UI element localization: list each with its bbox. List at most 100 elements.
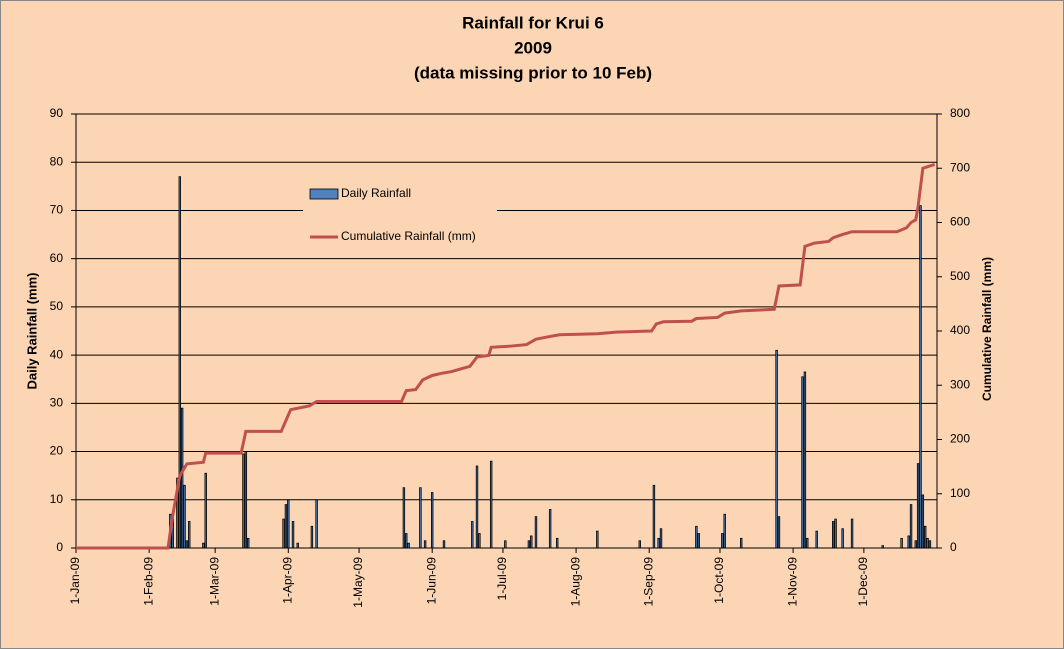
x-tick-label: 1-Jan-09: [68, 557, 82, 605]
bar: [841, 528, 844, 549]
bar: [204, 472, 207, 549]
chart-title: 2009: [514, 38, 552, 57]
bar: [534, 516, 538, 549]
bar: [180, 407, 184, 549]
x-tick-label: 1-May-09: [351, 557, 365, 608]
y2-tick-label: 700: [950, 160, 970, 174]
bar: [556, 537, 559, 549]
x-tick-label: 1-Dec-09: [856, 557, 870, 607]
bar: [202, 542, 205, 549]
bar: [926, 537, 929, 549]
bar: [185, 540, 189, 549]
legend-label: Cumulative Rainfall (mm): [341, 229, 476, 243]
bar: [832, 521, 835, 549]
y-tick-label: 20: [50, 444, 64, 458]
y-tick-label: 0: [56, 540, 63, 554]
bar: [178, 176, 181, 549]
bar: [834, 518, 837, 549]
y-axis-title: Daily Rainfall (mm): [24, 272, 39, 389]
legend-swatch: [309, 188, 339, 200]
x-tick-label: 1-Feb-09: [141, 557, 155, 606]
bar: [176, 477, 179, 549]
y2-tick-label: 300: [950, 377, 970, 391]
y-tick-label: 50: [50, 299, 64, 313]
bar: [921, 494, 925, 549]
y-tick-label: 70: [50, 203, 64, 217]
bar: [287, 499, 290, 549]
bar: [695, 525, 698, 549]
y2-tick-label: 400: [950, 323, 970, 337]
x-tick-label: 1-Jul-09: [495, 557, 509, 601]
bar: [638, 540, 641, 549]
bar: [723, 513, 726, 549]
bar: [919, 205, 922, 549]
bar: [659, 528, 663, 549]
bar: [850, 518, 854, 549]
bar: [721, 533, 724, 549]
bar: [914, 540, 917, 549]
bar: [697, 533, 700, 549]
bar: [407, 542, 410, 549]
chart-title: (data missing prior to 10 Feb): [414, 63, 652, 82]
bar: [548, 509, 552, 549]
bar: [296, 542, 299, 549]
cumulative-line: [76, 163, 936, 550]
bar: [881, 545, 884, 549]
bar: [430, 492, 434, 549]
y2-tick-label: 100: [950, 486, 970, 500]
y-tick-label: 40: [50, 347, 64, 361]
chart-title: Rainfall for Krui 6: [462, 13, 604, 32]
bar: [188, 521, 191, 549]
bar: [442, 540, 446, 549]
bar: [924, 525, 927, 549]
y-tick-label: 90: [50, 106, 64, 120]
bar: [916, 463, 920, 549]
x-tick-label: 1-Oct-09: [712, 557, 726, 604]
bar: [419, 487, 422, 549]
y-tick-label: 10: [50, 492, 64, 506]
bar: [815, 530, 818, 549]
bar: [907, 535, 910, 549]
bar: [246, 537, 250, 549]
bar: [478, 533, 481, 549]
y2-tick-label: 800: [950, 106, 970, 120]
bar: [282, 518, 285, 549]
y2-tick-label: 0: [950, 540, 957, 554]
bar: [291, 521, 295, 549]
bar: [183, 484, 186, 549]
bar: [801, 376, 804, 549]
y2-tick-label: 500: [950, 269, 970, 283]
x-tick-label: 1-Sep-09: [641, 557, 655, 607]
y2-tick-label: 200: [950, 432, 970, 446]
bar: [909, 504, 913, 549]
bar: [900, 537, 903, 549]
x-tick-label: 1-Jun-09: [424, 557, 438, 605]
y-tick-label: 60: [50, 251, 64, 265]
bar: [928, 540, 932, 549]
bar: [803, 371, 807, 549]
bar: [471, 521, 474, 549]
x-tick-label: 1-Apr-09: [280, 557, 294, 604]
y2-tick-label: 600: [950, 215, 970, 229]
bar: [806, 537, 809, 549]
bar: [244, 451, 248, 549]
legend-label: Daily Rainfall: [341, 186, 411, 200]
bar: [405, 533, 408, 549]
bar: [596, 530, 599, 549]
bar: [315, 499, 318, 549]
y-tick-label: 30: [50, 396, 64, 410]
bar: [475, 465, 479, 549]
bar: [284, 504, 288, 549]
y2-axis-title: Cumulative Rainfall (mm): [980, 257, 994, 401]
bar: [775, 349, 778, 549]
bar: [527, 540, 531, 549]
bar: [504, 540, 507, 549]
y-tick-label: 80: [50, 154, 64, 168]
bar: [310, 525, 314, 549]
bar: [242, 453, 245, 549]
bar: [652, 484, 656, 549]
bar: [777, 516, 781, 549]
x-tick-label: 1-Mar-09: [207, 557, 221, 606]
